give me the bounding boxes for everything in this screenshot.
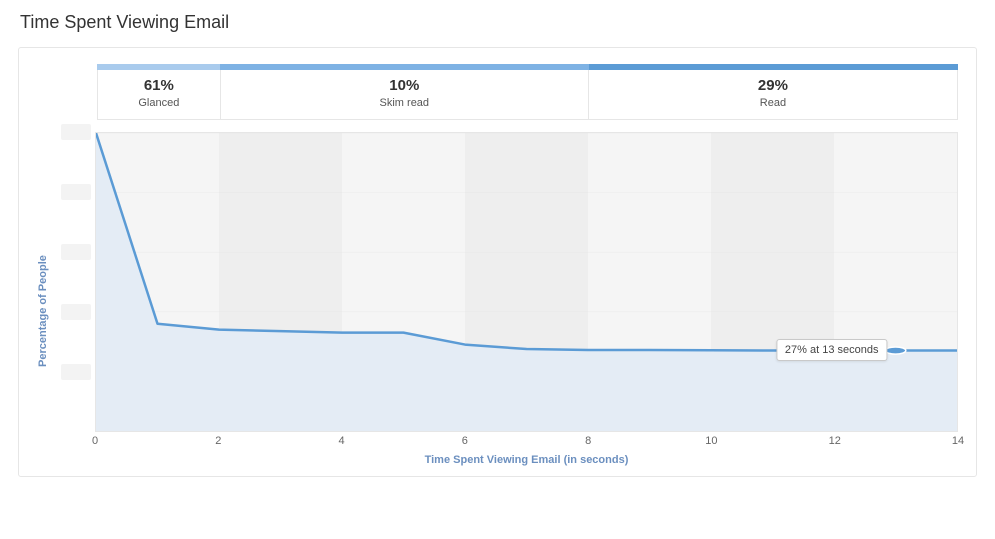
segment-cell-2: 29% Read <box>589 70 957 119</box>
x-axis-ticks: 02468101214 <box>95 432 958 450</box>
x-tick: 8 <box>585 435 591 447</box>
y-tick <box>61 304 91 320</box>
segment-summary: 61% Glanced10% Skim read29% Read <box>97 64 958 120</box>
y-axis-ticks <box>55 132 95 432</box>
x-tick: 4 <box>339 435 345 447</box>
x-tick: 6 <box>462 435 468 447</box>
y-tick <box>61 184 91 200</box>
segment-label: Read <box>589 97 957 109</box>
segment-pct: 10% <box>221 78 588 95</box>
y-tick <box>61 124 91 140</box>
x-tick: 14 <box>952 435 964 447</box>
x-tick: 2 <box>215 435 221 447</box>
chart-plot-area[interactable]: 27% at 13 seconds <box>95 132 958 432</box>
x-tick: 0 <box>92 435 98 447</box>
x-axis-label: Time Spent Viewing Email (in seconds) <box>95 454 958 466</box>
page-title: Time Spent Viewing Email <box>20 12 977 33</box>
chart-tooltip: 27% at 13 seconds <box>776 339 888 361</box>
chart-panel: 61% Glanced10% Skim read29% Read Percentage… <box>18 47 977 477</box>
segment-pct: 61% <box>98 78 220 95</box>
x-tick: 12 <box>829 435 841 447</box>
y-tick <box>61 244 91 260</box>
y-tick <box>61 364 91 380</box>
chart-marker <box>885 346 906 353</box>
x-tick: 10 <box>705 435 717 447</box>
segment-pct: 29% <box>589 78 957 95</box>
segment-label: Skim read <box>221 97 588 109</box>
segment-cell-1: 10% Skim read <box>221 70 589 119</box>
segment-cell-0: 61% Glanced <box>98 70 221 119</box>
segment-label: Glanced <box>98 97 220 109</box>
y-axis-label: Percentage of People <box>37 132 53 470</box>
